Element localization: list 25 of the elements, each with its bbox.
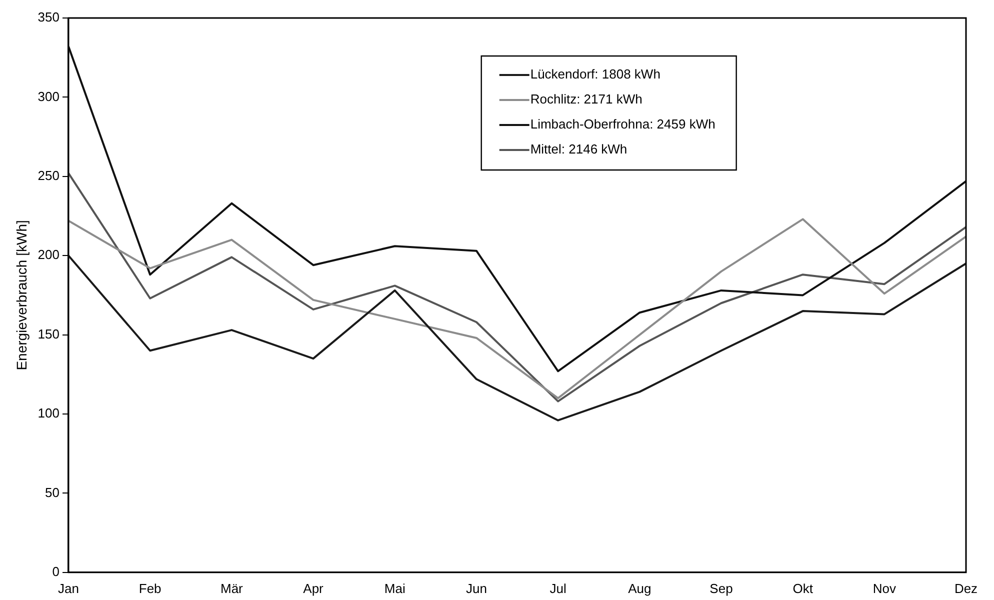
legend-label: Limbach-Oberfrohna: 2459 kWh	[530, 116, 716, 132]
y-tick-label: 100	[38, 406, 60, 421]
x-tick-label: Okt	[792, 580, 814, 596]
y-tick-label: 250	[38, 168, 60, 183]
x-tick-label: Jul	[550, 580, 566, 596]
x-tick-label: Dez	[954, 580, 978, 596]
y-tick-label: 50	[45, 484, 60, 500]
x-tick-label: Sep	[710, 580, 733, 596]
legend-label: Mittel: 2146 kWh	[530, 142, 628, 157]
x-tick-label: Apr	[303, 580, 324, 596]
y-tick-label: 200	[38, 247, 60, 262]
y-tick-label: 350	[38, 10, 60, 25]
y-axis-title: Energieverbrauch [kWh]	[13, 220, 30, 370]
x-tick-label: Feb	[138, 580, 162, 596]
legend-label: Lückendorf: 1808 kWh	[530, 66, 660, 82]
y-tick-label: 300	[38, 88, 60, 104]
legend-label: Rochlitz: 2171 kWh	[530, 92, 642, 107]
x-tick-label: Mär	[220, 580, 244, 596]
y-tick-label: 150	[38, 326, 60, 342]
x-tick-label: Jun	[466, 580, 487, 596]
y-tick-label: 0	[52, 564, 60, 579]
x-tick-label: Nov	[872, 580, 896, 596]
x-tick-label: Mai	[384, 580, 406, 596]
x-tick-label: Aug	[628, 580, 652, 596]
x-tick-label: Jan	[58, 580, 79, 596]
